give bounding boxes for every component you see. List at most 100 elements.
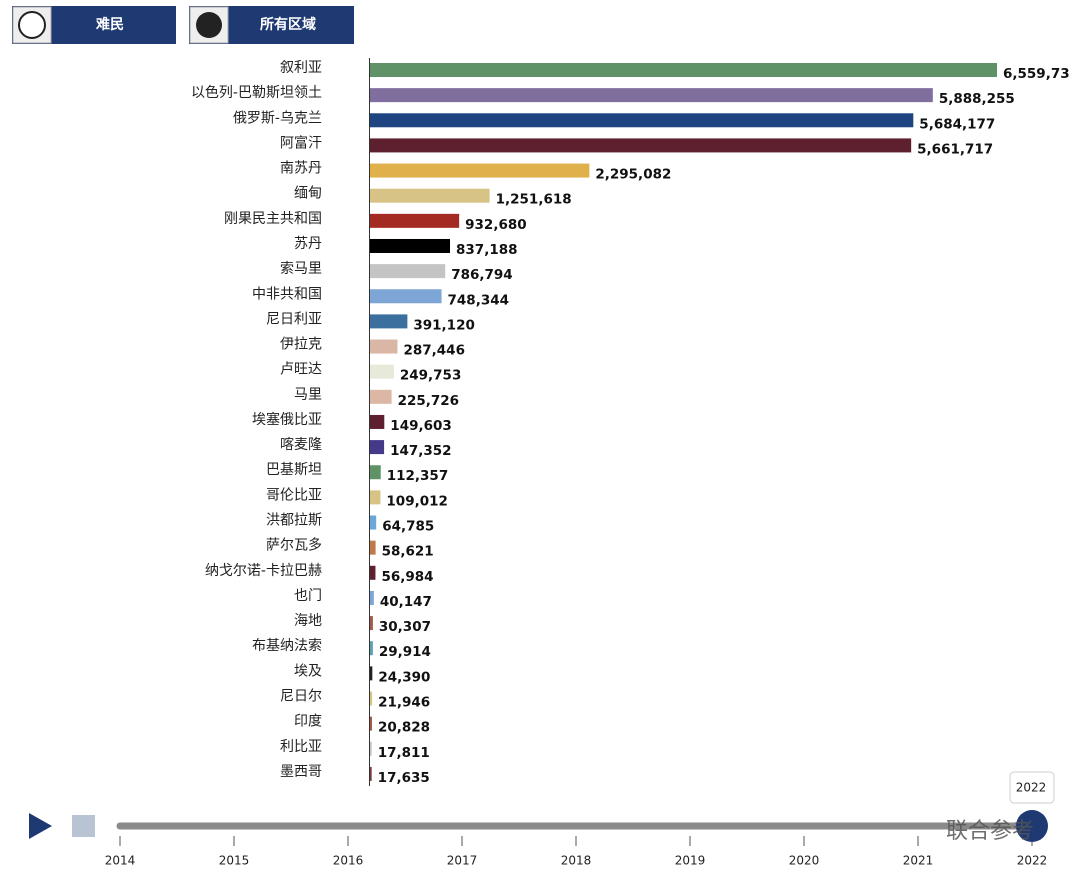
value-label: 149,603 — [390, 418, 452, 434]
category-label: 巴基斯坦 — [266, 461, 322, 478]
value-label: 932,680 — [465, 217, 527, 233]
bar — [370, 741, 372, 756]
value-label: 786,794 — [451, 267, 513, 283]
value-label: 2,295,082 — [595, 167, 671, 183]
category-label: 海地 — [294, 613, 322, 629]
value-label: 24,390 — [378, 669, 430, 685]
bar — [370, 238, 451, 253]
category-label: 叙利亚 — [280, 59, 322, 76]
category-label: 索马里 — [280, 260, 322, 277]
value-label: 20,828 — [378, 720, 430, 736]
bar — [370, 364, 394, 379]
value-label: 391,120 — [413, 317, 475, 333]
value-label: 112,357 — [387, 468, 449, 484]
bar — [370, 188, 490, 203]
category-label: 尼日利亚 — [266, 311, 322, 327]
bar — [370, 440, 385, 455]
year-label: 2022 — [1017, 854, 1048, 868]
bar — [370, 590, 374, 605]
bar — [370, 314, 408, 329]
value-label: 21,946 — [378, 695, 430, 711]
category-label: 利比亚 — [280, 739, 322, 755]
value-label: 40,147 — [380, 594, 432, 610]
year-label: 2020 — [789, 854, 820, 868]
bar — [370, 414, 385, 429]
bar — [370, 389, 392, 404]
bar — [370, 565, 376, 580]
year-label: 2017 — [447, 854, 478, 868]
category-label: 苏丹 — [294, 236, 322, 252]
bar — [370, 289, 442, 304]
value-label: 5,661,717 — [917, 141, 993, 157]
value-label: 837,188 — [456, 242, 518, 258]
bar — [370, 264, 446, 279]
bar — [370, 213, 460, 228]
bar — [370, 716, 372, 731]
year-label: 2016 — [333, 854, 364, 868]
bar — [370, 339, 398, 354]
value-label: 30,307 — [379, 619, 431, 635]
value-label: 5,684,177 — [919, 116, 995, 132]
button-label: 所有区域 — [260, 16, 316, 33]
globe-icon — [196, 12, 222, 38]
bar — [370, 616, 373, 631]
value-label: 5,888,255 — [939, 91, 1015, 107]
bar — [370, 515, 377, 530]
category-label: 墨西哥 — [280, 764, 322, 780]
category-label: 阿富汗 — [280, 134, 322, 151]
year-label: 2021 — [903, 854, 934, 868]
play-button[interactable] — [29, 813, 52, 839]
value-label: 17,811 — [378, 745, 430, 761]
value-label: 29,914 — [379, 644, 431, 660]
value-label: 58,621 — [382, 544, 434, 560]
category-label: 卢旺达 — [280, 362, 322, 378]
category-label: 也门 — [294, 588, 322, 604]
value-label: 748,344 — [448, 292, 510, 308]
bar — [370, 113, 914, 128]
value-label: 64,785 — [382, 519, 434, 535]
category-label: 尼日尔 — [280, 689, 322, 705]
category-label: 缅甸 — [294, 186, 322, 202]
category-label: 埃及 — [294, 663, 322, 679]
bar — [370, 691, 373, 706]
bar — [370, 138, 912, 153]
button-label: 难民 — [95, 16, 124, 33]
year-tooltip-box — [1009, 771, 1055, 804]
value-label: 147,352 — [390, 443, 452, 459]
category-label: 洪都拉斯 — [266, 513, 322, 529]
year-label: 2015 — [219, 854, 250, 868]
bar — [370, 163, 590, 178]
bar — [370, 465, 381, 480]
value-label: 225,726 — [398, 393, 460, 409]
value-label: 249,753 — [400, 368, 462, 384]
year-tooltip: 2022 — [1016, 781, 1047, 795]
category-label: 马里 — [294, 387, 322, 403]
category-label: 埃塞俄比亚 — [252, 411, 322, 428]
value-label: 109,012 — [386, 493, 448, 509]
category-label: 俄罗斯-乌克兰 — [233, 110, 322, 126]
value-label: 1,251,618 — [496, 192, 572, 208]
bar — [370, 540, 376, 555]
category-label: 萨尔瓦多 — [266, 537, 322, 554]
category-label: 刚果民主共和国 — [224, 211, 322, 227]
category-label: 南苏丹 — [280, 161, 322, 177]
stop-icon — [72, 815, 95, 837]
category-label: 印度 — [294, 714, 322, 730]
category-label: 纳戈尔诺-卡拉巴赫 — [205, 563, 322, 579]
stop-button[interactable] — [72, 815, 95, 837]
value-label: 287,446 — [403, 343, 465, 359]
bar — [370, 490, 381, 505]
bar — [370, 641, 373, 656]
year-label: 2014 — [105, 854, 136, 868]
bar — [370, 766, 372, 781]
bar — [370, 666, 373, 681]
watermark: 联合参考 — [946, 819, 1034, 844]
value-label: 6,559,73 — [1003, 66, 1070, 82]
value-label: 17,635 — [378, 770, 430, 786]
region-button[interactable]: 所有区域 — [189, 6, 354, 44]
indicator-button[interactable]: 难民 — [12, 6, 176, 44]
category-label: 哥伦比亚 — [266, 487, 322, 503]
play-icon — [29, 813, 52, 839]
slider-knob[interactable] — [1016, 810, 1048, 842]
